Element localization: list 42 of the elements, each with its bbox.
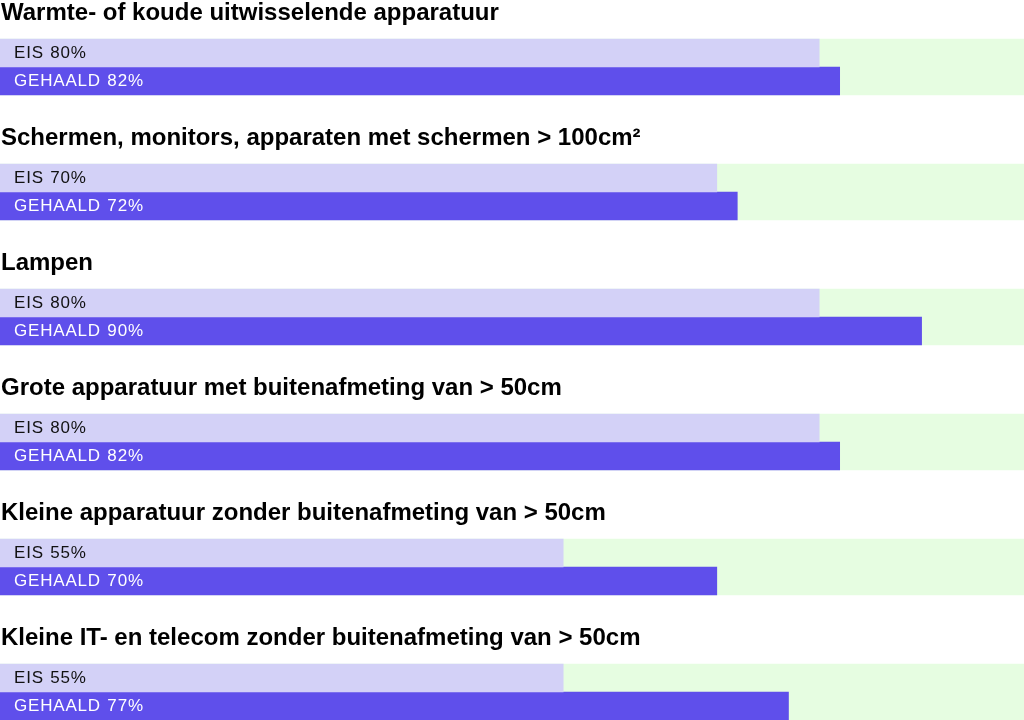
bar [0, 413, 820, 443]
data-label: 72% [107, 195, 144, 215]
y-tick-label: Kleine IT- en telecom zonder buitenafmeting van > 50cm [1, 623, 641, 650]
y-tick-label: Lampen [1, 248, 94, 275]
bar [0, 38, 820, 68]
data-label: 80% [50, 42, 87, 62]
text: EIS [14, 542, 44, 562]
bar [0, 288, 820, 318]
text: EIS [14, 417, 44, 437]
bar [0, 163, 718, 193]
text: GEHAALD [14, 570, 101, 590]
data-label: 90% [107, 320, 144, 340]
bar [0, 566, 718, 596]
bar [0, 691, 789, 720]
data-label: 70% [50, 167, 87, 187]
data-label: 80% [50, 292, 87, 312]
text: EIS [14, 667, 44, 687]
data-label: 80% [50, 417, 87, 437]
bar [0, 538, 564, 568]
data-label: 55% [50, 667, 87, 687]
y-tick-label: Schermen, monitors, apparaten met schermen > 100cm² [1, 123, 641, 150]
data-label: 82% [107, 445, 144, 465]
data-label: 70% [107, 570, 144, 590]
data-label: 77% [107, 695, 144, 715]
text: EIS [14, 167, 44, 187]
bar [0, 191, 738, 221]
series-label: EIS [14, 292, 44, 312]
bar [0, 66, 841, 96]
y-tick-label: Grote apparatuur met buitenafmeting van > 50cm [1, 373, 562, 400]
bar [0, 441, 841, 471]
bar [0, 663, 564, 693]
bar [0, 316, 922, 346]
text: GEHAALD [14, 445, 101, 465]
text: EIS [14, 42, 44, 62]
y-tick-label: Kleine apparatuur zonder buitenafmeting van > 50cm [1, 498, 606, 525]
text: GEHAALD [14, 695, 101, 715]
y-tick-label: Warmte- of koude uitwisselende apparatuur [1, 0, 499, 25]
series-label: GEHAALD [14, 320, 101, 340]
text: GEHAALD [14, 70, 101, 90]
text: GEHAALD [14, 195, 101, 215]
data-label: 82% [107, 70, 144, 90]
data-label: 55% [50, 542, 87, 562]
